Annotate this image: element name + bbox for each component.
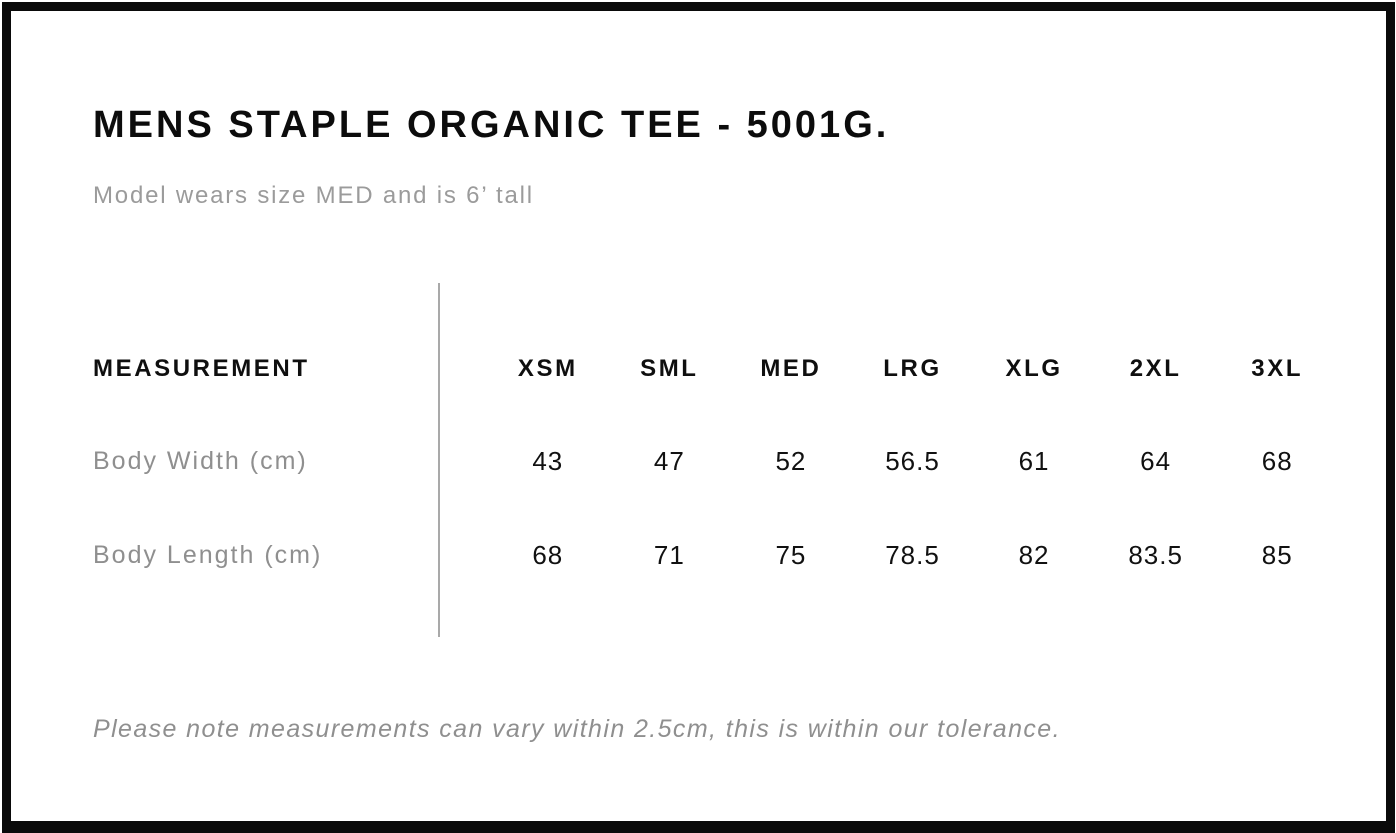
table-header-row: MEASUREMENT XSM SML MED LRG XLG 2XL 3XL	[93, 344, 1338, 394]
body-width-med: 52	[775, 445, 807, 476]
body-length-sml: 71	[653, 539, 685, 570]
table-vertical-divider	[438, 283, 440, 637]
body-width-sml: 47	[653, 445, 685, 476]
body-length-2xl: 83.5	[1128, 539, 1183, 570]
column-header-sml: SML	[640, 355, 699, 382]
table-row-body-length: Body Length (cm) 68 71 75 78.5 82 83.5 8…	[93, 530, 1338, 580]
body-length-xlg: 82	[1018, 539, 1050, 570]
tolerance-note: Please note measurements can vary within…	[93, 715, 1061, 743]
column-header-3xl: 3XL	[1251, 355, 1304, 382]
column-header-med: MED	[760, 355, 822, 382]
row-label-body-width: Body Width (cm)	[93, 446, 308, 475]
column-header-lrg: LRG	[883, 355, 942, 382]
body-width-2xl: 64	[1140, 445, 1172, 476]
body-width-3xl: 68	[1261, 445, 1293, 476]
body-width-xsm: 43	[532, 445, 564, 476]
body-length-lrg: 78.5	[885, 539, 940, 570]
page-title: MENS STAPLE ORGANIC TEE - 5001G.	[93, 104, 890, 146]
body-length-med: 75	[775, 539, 807, 570]
body-width-lrg: 56.5	[885, 445, 940, 476]
column-header-xlg: XLG	[1005, 355, 1063, 382]
row-label-body-length: Body Length (cm)	[93, 540, 323, 569]
column-header-2xl: 2XL	[1129, 355, 1182, 382]
table-row-body-width: Body Width (cm) 43 47 52 56.5 61 64 68	[93, 436, 1338, 486]
body-width-xlg: 61	[1018, 445, 1050, 476]
body-length-xsm: 68	[532, 539, 564, 570]
model-size-note: Model wears size MED and is 6’ tall	[93, 182, 534, 209]
body-length-3xl: 85	[1261, 539, 1293, 570]
column-header-measurement: MEASUREMENT	[93, 355, 310, 382]
column-header-xsm: XSM	[517, 355, 578, 382]
